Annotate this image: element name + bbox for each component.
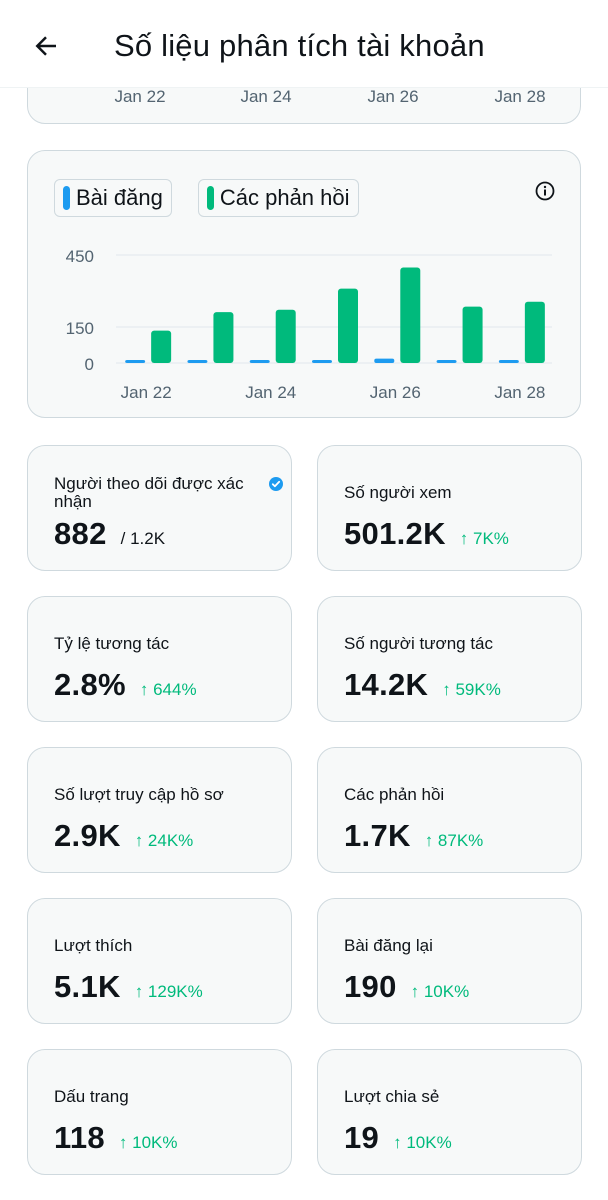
posts-replies-chart-card: 450 150 0 Jan 22 Jan 24 Jan 26 Jan 28 Bài đăng… [27,150,581,418]
stat-label: Người theo dõi được xác nhận [54,474,244,511]
stat-label: Lượt thích [54,936,133,955]
x-tick-label: Jan 24 [240,87,292,106]
stat-label: Lượt chia sẻ [344,1087,440,1106]
stat-value: 2.8% [54,667,126,702]
stat-change: ↑ 10K% [393,1133,452,1152]
verified-badge-icon [269,477,283,491]
x-tick-label: Jan 28 [494,383,545,402]
bar-posts [249,360,270,363]
bar-posts [125,360,146,363]
stat-card-engagement-rate[interactable]: Tỷ lệ tương tác 2.8% ↑ 644% [27,596,292,722]
bar-posts [498,360,519,363]
stat-value-row: 14.2K ↑ 59K% [344,667,501,703]
stat-value-row: 1.7K ↑ 87K% [344,818,483,854]
stat-change: ↑ 7K% [459,529,509,548]
stat-value-row: 882 / 1.2K [54,516,165,552]
bar-posts [187,360,208,363]
y-tick-label: 150 [66,319,94,338]
stat-change: ↑ 24K% [134,831,194,850]
bar-replies [151,330,172,363]
stat-card-likes[interactable]: Lượt thích 5.1K ↑ 129K% [27,898,292,1024]
top-app-bar: Số liệu phân tích tài khoản [0,0,608,88]
x-tick-label: Jan 26 [370,383,421,402]
legend-label: Các phản hồi [219,185,350,210]
x-tick-label: Jan 28 [494,87,546,106]
stat-value: 501.2K [344,516,446,551]
legend-item-posts[interactable]: Bài đăng [54,179,172,217]
legend-item-replies[interactable]: Các phản hồi [197,179,359,217]
bar-posts [312,360,332,363]
stat-card-verified-followers[interactable]: Người theo dõi được xác nhận 882 / 1.2K [27,445,292,571]
stat-label: Các phản hồi [344,785,445,804]
stat-label: Dấu trang [54,1087,129,1106]
page-title: Số liệu phân tích tài khoản [114,28,485,63]
stat-card-shares[interactable]: Lượt chia sẻ 19 ↑ 10K% [317,1049,582,1175]
stat-label: Tỷ lệ tương tác [54,634,170,653]
x-tick-label: Jan 26 [367,87,419,106]
chart-legend: Bài đăng Các phản hồi [54,179,359,217]
x-tick-label: Jan 22 [121,383,172,402]
stat-value: 5.1K [54,969,121,1004]
bar-posts [374,358,395,363]
stat-change: ↑ 87K% [424,831,484,850]
stat-value-row: 19 ↑ 10K% [344,1120,452,1156]
stat-value-row: 5.1K ↑ 129K% [54,969,203,1005]
stat-label: Số người tương tác [344,634,494,653]
stat-value-row: 2.9K ↑ 24K% [54,818,193,854]
stat-card-profile-visits[interactable]: Số lượt truy cập hồ sơ 2.9K ↑ 24K% [27,747,292,873]
stat-label: Bài đăng lại [344,936,433,955]
bar-replies [462,306,483,363]
bar-chart: 450 150 0 Jan 22 Jan 24 Jan 26 Jan 28 [66,247,552,402]
stat-value: 882 [54,516,107,551]
stat-change: ↑ 10K% [118,1133,178,1152]
bar-replies [275,309,296,363]
stat-card-engaged-users[interactable]: Số người tương tác 14.2K ↑ 59K% [317,596,582,722]
bar-replies [338,288,358,363]
info-icon[interactable] [533,179,557,203]
stat-value: 190 [344,969,397,1004]
bar-replies [400,267,421,363]
stat-value: 14.2K [344,667,429,702]
legend-label: Bài đăng [76,185,163,210]
x-tick-label: Jan 22 [114,87,166,106]
bar-posts [436,360,457,363]
info-circle-icon [535,181,555,201]
stat-value: 1.7K [344,818,411,853]
previous-chart-x-axis: Jan 22 Jan 24 Jan 26 Jan 28 [28,87,580,111]
stat-change: ↑ 10K% [410,982,470,1001]
stat-value-row: 118 ↑ 10K% [54,1120,178,1156]
stat-label: Số người xem [344,483,452,502]
y-tick-label: 450 [66,247,94,266]
stat-card-bookmarks[interactable]: Dấu trang 118 ↑ 10K% [27,1049,292,1175]
stat-total: / 1.2K [120,529,166,548]
stat-value: 19 [344,1120,380,1155]
legend-swatch-green [206,186,214,210]
stat-value-row: 2.8% ↑ 644% [54,667,197,703]
stat-change: ↑ 644% [139,680,197,699]
stat-label: Số lượt truy cập hồ sơ [54,785,224,804]
bar-replies [213,312,234,363]
x-tick-label: Jan 24 [245,383,296,402]
stat-value: 2.9K [54,818,121,853]
stat-value-row: 190 ↑ 10K% [344,969,469,1005]
legend-swatch-blue [63,186,70,210]
bar-replies [524,301,545,363]
back-button[interactable] [26,26,66,66]
stat-card-replies[interactable]: Các phản hồi 1.7K ↑ 87K% [317,747,582,873]
y-tick-label: 0 [85,355,94,374]
stat-value-row: 501.2K ↑ 7K% [344,516,509,552]
stat-change: ↑ 129K% [134,982,203,1001]
stat-value: 118 [54,1120,105,1155]
arrow-left-icon [35,36,56,56]
stat-card-impressions[interactable]: Số người xem 501.2K ↑ 7K% [317,445,582,571]
stat-change: ↑ 59K% [442,680,501,699]
stat-card-reposts[interactable]: Bài đăng lại 190 ↑ 10K% [317,898,582,1024]
